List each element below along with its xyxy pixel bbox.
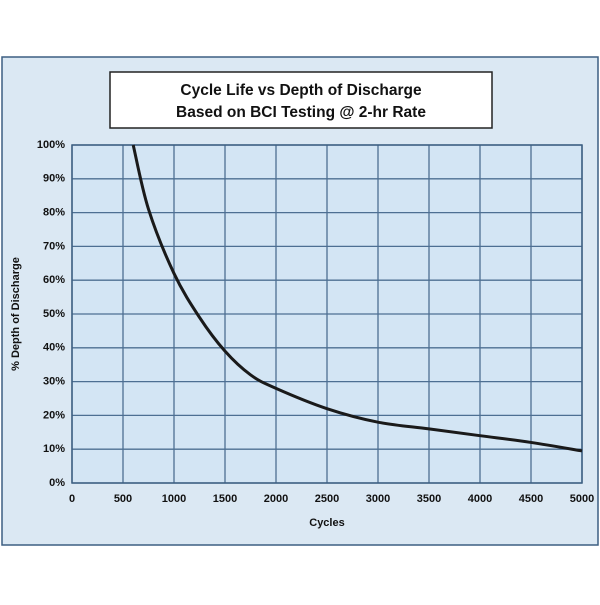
x-tick-label: 1000 bbox=[162, 493, 186, 505]
x-tick-label: 1500 bbox=[213, 493, 237, 505]
x-tick-label: 5000 bbox=[570, 493, 594, 505]
y-tick-label: 20% bbox=[43, 409, 65, 421]
y-tick-label: 0% bbox=[49, 477, 65, 489]
x-tick-label: 2500 bbox=[315, 493, 339, 505]
x-tick-label: 4000 bbox=[468, 493, 492, 505]
data-line bbox=[131, 144, 583, 453]
y-tick-label: 100% bbox=[37, 139, 65, 151]
y-tick-label: 40% bbox=[43, 342, 65, 354]
chart-title: Cycle Life vs Depth of Discharge bbox=[180, 82, 422, 99]
x-tick-label: 2000 bbox=[264, 493, 288, 505]
y-tick-label: 60% bbox=[43, 274, 65, 286]
x-tick-label: 500 bbox=[114, 493, 132, 505]
title-box bbox=[109, 71, 493, 129]
x-tick-label: 4500 bbox=[519, 493, 543, 505]
y-tick-label: 70% bbox=[43, 240, 65, 252]
x-axis-label: Cycles bbox=[309, 517, 344, 529]
x-tick-label: 0 bbox=[69, 493, 75, 505]
x-tick-label: 3500 bbox=[417, 493, 441, 505]
y-tick-label: 30% bbox=[43, 376, 65, 388]
y-axis-label: % Depth of Discharge bbox=[10, 257, 22, 371]
chart-subtitle: Based on BCI Testing @ 2-hr Rate bbox=[176, 104, 426, 121]
y-tick-label: 80% bbox=[43, 207, 65, 219]
plot-border bbox=[71, 144, 583, 484]
x-tick-label: 3000 bbox=[366, 493, 390, 505]
y-tick-label: 10% bbox=[43, 443, 65, 455]
y-tick-label: 90% bbox=[43, 173, 65, 185]
y-tick-label: 50% bbox=[43, 308, 65, 320]
